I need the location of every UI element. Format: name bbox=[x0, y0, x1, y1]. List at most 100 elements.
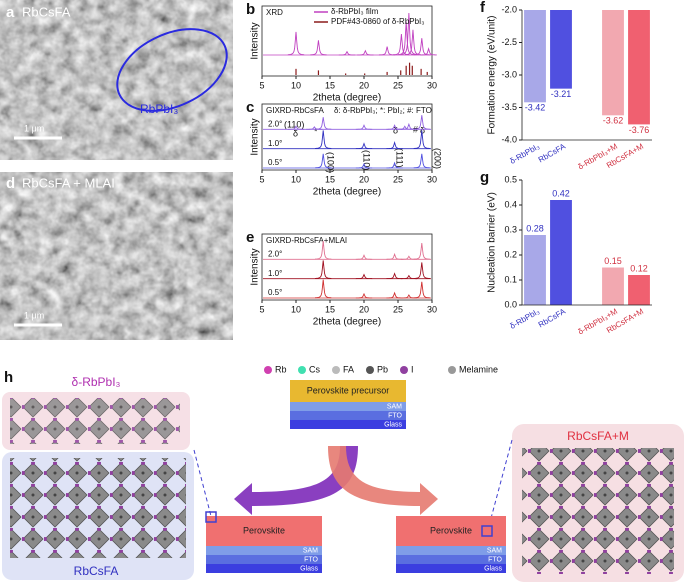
panel-label: h bbox=[4, 369, 13, 386]
peak bbox=[413, 243, 430, 260]
layer bbox=[206, 546, 322, 555]
peak bbox=[315, 241, 332, 260]
series-label: 2.0° bbox=[268, 249, 282, 258]
x-tick-label: 25 bbox=[393, 80, 403, 90]
value-label: -3.42 bbox=[525, 103, 546, 113]
layer-label: SAM bbox=[303, 547, 318, 554]
crystal bbox=[522, 448, 674, 574]
layer-label: Glass bbox=[484, 565, 502, 572]
panel-label: e bbox=[246, 229, 254, 246]
legend-label: Cs bbox=[309, 364, 320, 374]
y-axis-title: Intensity bbox=[250, 22, 261, 59]
y-tick-label: 0.0 bbox=[504, 299, 517, 309]
legend-marker bbox=[366, 366, 374, 374]
plot-frame bbox=[261, 103, 433, 171]
peak bbox=[355, 273, 373, 280]
y-tick-label: -2.5 bbox=[501, 37, 517, 47]
legend-label: δ-RbPbI₃ film bbox=[331, 7, 379, 16]
peak bbox=[287, 125, 305, 130]
x-axis-title: 2theta (degree) bbox=[313, 187, 381, 198]
legend-marker bbox=[298, 366, 306, 374]
crystal bbox=[10, 458, 186, 558]
peak bbox=[400, 12, 418, 55]
bar bbox=[602, 10, 624, 116]
value-label: 0.28 bbox=[526, 223, 544, 233]
x-tick-label: δ-RbPbI₃ bbox=[508, 307, 541, 331]
bar bbox=[550, 10, 572, 89]
chart-note: δ: δ-RbPbI₃; *: PbI₂; #: FTO bbox=[334, 106, 432, 115]
annotation: * bbox=[314, 126, 318, 136]
y-tick-label: -3.5 bbox=[501, 102, 517, 112]
x-tick-label: 20 bbox=[359, 174, 369, 184]
peak bbox=[386, 252, 403, 260]
legend-label: Pb bbox=[377, 364, 388, 374]
peak bbox=[413, 281, 430, 299]
peak bbox=[287, 31, 305, 56]
annotation: δ bbox=[393, 125, 398, 135]
panel-label: d bbox=[6, 175, 15, 192]
highlight-ellipse bbox=[116, 28, 228, 112]
layer bbox=[396, 546, 506, 555]
peak bbox=[315, 279, 332, 299]
x-tick-label: 10 bbox=[291, 174, 301, 184]
x-tick-label: 30 bbox=[427, 304, 437, 314]
x-tick-label: 5 bbox=[259, 80, 264, 90]
x-tick-label: 5 bbox=[259, 174, 264, 184]
legend-label: Melamine bbox=[459, 364, 498, 374]
layer-label: Glass bbox=[384, 421, 402, 428]
series-label: 0.5° bbox=[268, 158, 282, 167]
peak bbox=[386, 141, 403, 150]
layer-label: SAM bbox=[387, 403, 402, 410]
annotation: (111) bbox=[395, 148, 405, 168]
x-axis-title: 2theta (degree) bbox=[313, 93, 381, 104]
legend-marker bbox=[448, 366, 456, 374]
x-tick-label: 15 bbox=[325, 80, 335, 90]
y-tick-label: 0.1 bbox=[504, 274, 517, 284]
series-label: 2.0° bbox=[268, 119, 282, 128]
x-tick-label: 5 bbox=[259, 304, 264, 314]
layer-top bbox=[290, 380, 406, 402]
layer-label: Perovskite bbox=[430, 525, 472, 535]
peak bbox=[413, 153, 430, 169]
highlight-box bbox=[205, 511, 217, 523]
y-tick-label: 0.5 bbox=[504, 174, 517, 184]
peak bbox=[306, 126, 323, 130]
value-label: 0.42 bbox=[552, 188, 570, 198]
peak bbox=[357, 49, 374, 56]
layer bbox=[290, 402, 406, 411]
peak bbox=[396, 125, 413, 130]
panel-label: c bbox=[246, 99, 254, 116]
layer-label: SAM bbox=[487, 547, 502, 554]
peak bbox=[315, 130, 332, 149]
peak bbox=[386, 161, 403, 169]
axes bbox=[521, 180, 652, 306]
peak bbox=[315, 117, 332, 130]
value-label: -3.21 bbox=[551, 89, 572, 99]
y-tick-label: 0.2 bbox=[504, 249, 517, 259]
bar bbox=[524, 10, 546, 103]
layer-label: FTO bbox=[388, 412, 402, 419]
peak bbox=[413, 115, 430, 130]
y-tick-label: 0.3 bbox=[504, 224, 517, 234]
arrow-right bbox=[328, 446, 438, 515]
scale-label: 1 μm bbox=[24, 123, 44, 133]
x-axis-title: 2theta (degree) bbox=[313, 317, 381, 328]
y-axis-title: Intensity bbox=[250, 118, 261, 155]
y-tick-label: -3.0 bbox=[501, 69, 517, 79]
peak bbox=[315, 153, 332, 169]
layer bbox=[290, 411, 406, 420]
x-tick-label: 20 bbox=[359, 80, 369, 90]
chart-tag: GIXRD-RbCsFA+MLAI bbox=[266, 236, 347, 245]
bar bbox=[524, 235, 546, 305]
layer bbox=[206, 555, 322, 564]
chart-tag: XRD bbox=[266, 8, 283, 17]
annotation: RbPbI₃ bbox=[140, 102, 178, 116]
bar bbox=[628, 10, 650, 125]
layer bbox=[396, 564, 506, 573]
x-tick-label: δ-RbPbI₃ bbox=[508, 142, 541, 166]
layer-label: FTO bbox=[488, 556, 502, 563]
phase-label: RbCsFA bbox=[74, 564, 119, 578]
layer-top bbox=[206, 516, 322, 546]
x-tick-label: 25 bbox=[393, 304, 403, 314]
plot-frame bbox=[261, 233, 433, 301]
